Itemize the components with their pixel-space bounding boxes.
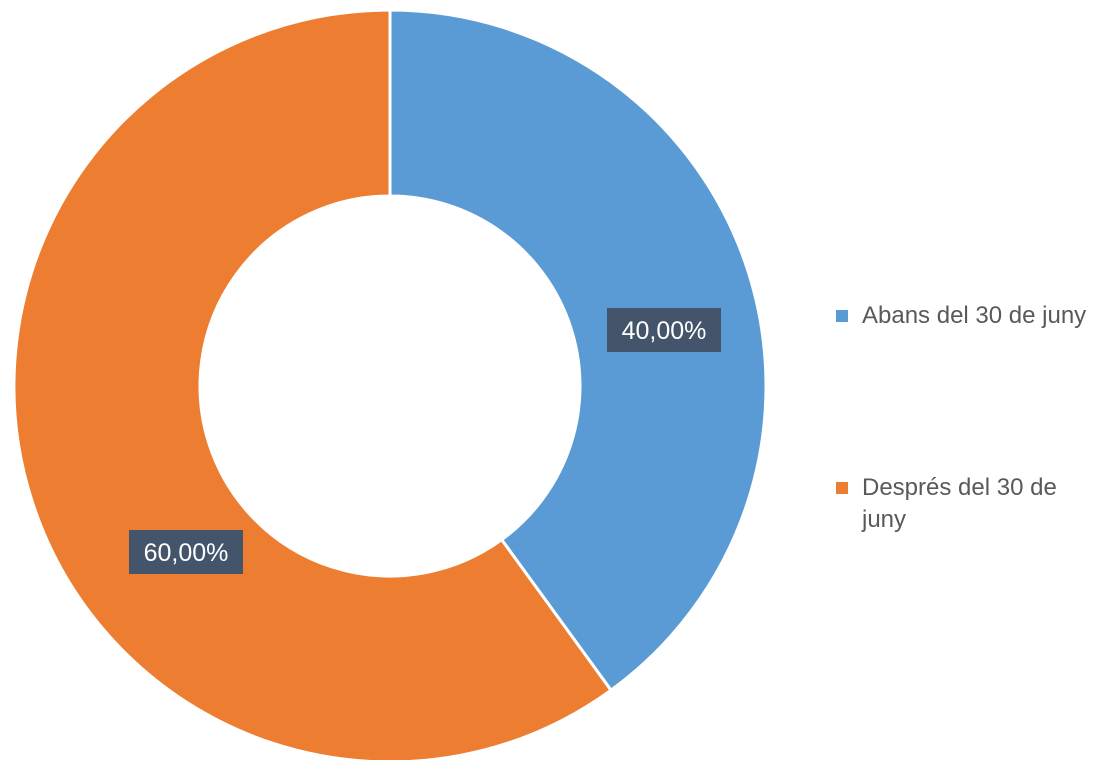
data-label-box-abans: [607, 308, 721, 352]
legend-label-despres: Després del 30 de juny: [862, 474, 1057, 533]
data-label-box-despres: [129, 530, 243, 574]
data-label-despres: 60,00%: [129, 530, 243, 574]
slice-abans: [388, 8, 768, 693]
data-labels-group: 40,00% 60,00%: [129, 308, 721, 574]
data-label-text-abans: 40,00%: [622, 317, 707, 345]
legend-swatch-abans: [836, 310, 848, 322]
legend-swatch-despres: [836, 482, 848, 494]
legend-label-abans: Abans del 30 de juny: [862, 302, 1087, 329]
data-label-text-despres: 60,00%: [144, 539, 229, 567]
slices-group: [12, 8, 768, 760]
data-label-abans: 40,00%: [607, 308, 721, 352]
